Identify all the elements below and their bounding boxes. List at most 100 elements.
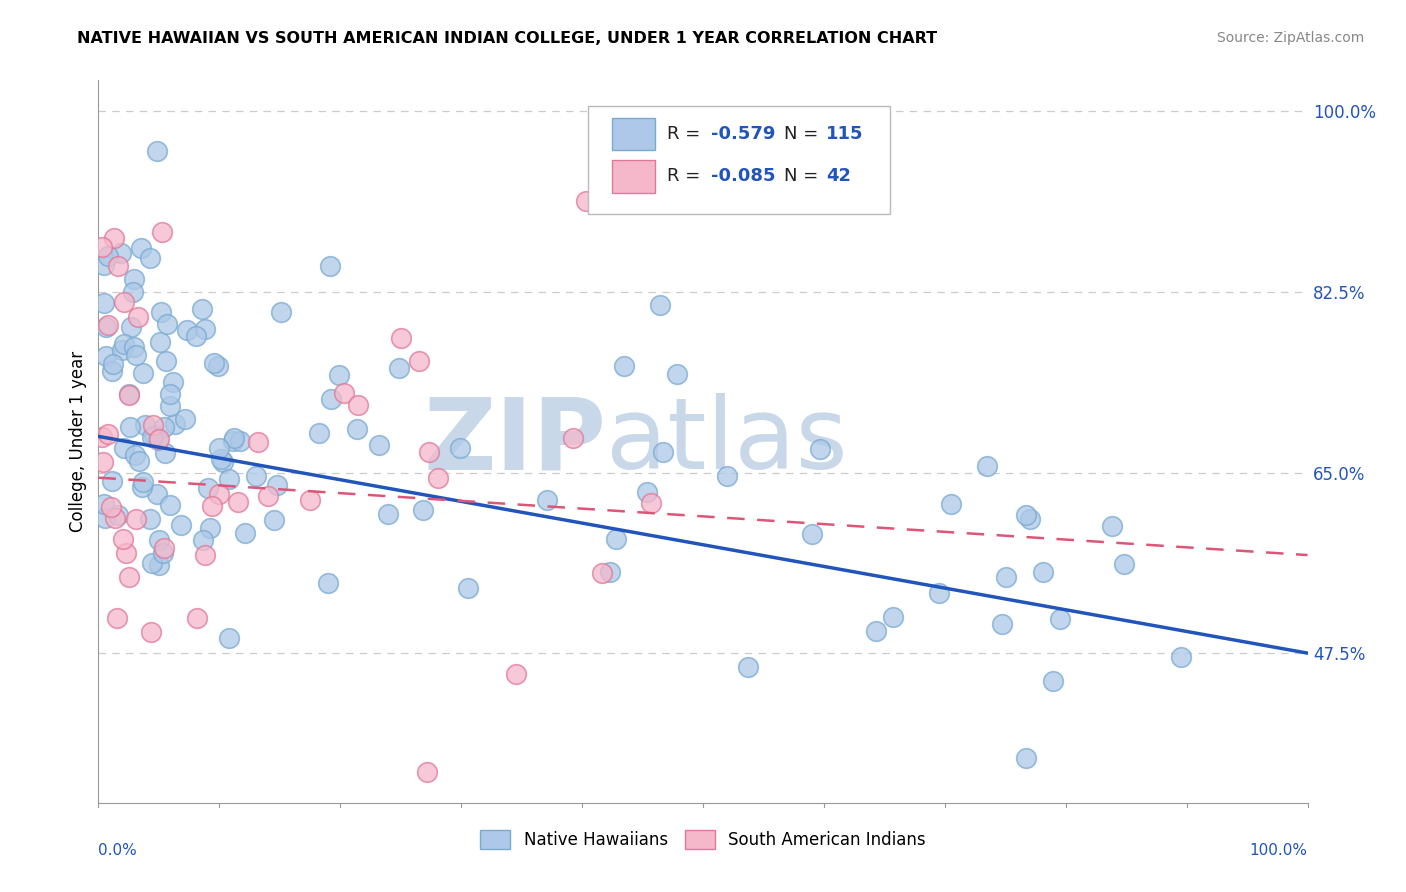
Point [97, 248, 120, 262]
Point [146, 434, 169, 448]
Point [562, 431, 585, 445]
Point [103, 231, 125, 245]
Point [143, 428, 166, 442]
Point [449, 441, 471, 455]
Text: -0.579: -0.579 [711, 125, 776, 143]
Point [1042, 674, 1064, 689]
Point [389, 331, 412, 345]
Point [165, 417, 187, 432]
Point [97, 318, 120, 332]
Point [346, 397, 368, 411]
Point [994, 570, 1017, 584]
Point [148, 432, 170, 446]
Point [388, 361, 411, 376]
Point [129, 241, 152, 255]
Point [209, 451, 232, 466]
Point [319, 392, 342, 406]
Point [377, 507, 399, 521]
Point [110, 245, 132, 260]
Point [211, 455, 233, 469]
Point [152, 419, 174, 434]
Text: R =: R = [666, 125, 706, 143]
Point [408, 353, 430, 368]
Point [536, 492, 558, 507]
Point [605, 533, 627, 547]
Text: 115: 115 [827, 125, 863, 143]
Point [941, 497, 963, 511]
Y-axis label: College, Under 1 year: College, Under 1 year [69, 351, 87, 533]
Point [737, 660, 759, 674]
Point [148, 558, 170, 572]
Point [134, 418, 156, 433]
Point [118, 569, 141, 583]
Point [882, 609, 904, 624]
Point [245, 468, 267, 483]
Point [145, 487, 167, 501]
Point [418, 444, 440, 458]
Point [716, 468, 738, 483]
Point [93, 296, 115, 310]
Point [229, 434, 252, 448]
Point [122, 340, 145, 354]
Point [128, 454, 150, 468]
Text: 100.0%: 100.0% [1250, 843, 1308, 857]
Point [591, 566, 613, 581]
Point [114, 546, 136, 560]
Point [101, 364, 124, 378]
Point [1015, 508, 1038, 523]
Point [125, 348, 148, 362]
Text: ZIP: ZIP [423, 393, 606, 490]
Point [125, 512, 148, 526]
Point [270, 305, 292, 319]
Point [107, 260, 129, 274]
Point [139, 251, 162, 265]
Point [457, 581, 479, 595]
Point [233, 526, 256, 541]
Point [416, 764, 439, 779]
Point [159, 387, 181, 401]
Point [368, 438, 391, 452]
Point [91, 430, 114, 444]
Point [191, 301, 214, 316]
Point [575, 194, 598, 209]
Text: atlas: atlas [606, 393, 848, 490]
Point [120, 320, 142, 334]
Point [152, 546, 174, 560]
Point [333, 386, 356, 401]
Point [186, 610, 208, 624]
Point [112, 337, 135, 351]
Point [298, 493, 321, 508]
Point [111, 532, 134, 546]
Point [100, 500, 122, 514]
Point [105, 611, 128, 625]
Point [319, 259, 342, 273]
Point [155, 446, 177, 460]
Point [198, 520, 221, 534]
Point [218, 472, 240, 486]
Point [150, 225, 173, 239]
Legend: Native Hawaiians, South American Indians: Native Hawaiians, South American Indians [474, 823, 932, 856]
Point [221, 434, 243, 448]
Point [308, 425, 330, 440]
Text: R =: R = [666, 168, 706, 186]
Point [132, 475, 155, 489]
Point [150, 305, 173, 319]
Point [159, 498, 181, 512]
Point [118, 388, 141, 402]
FancyBboxPatch shape [613, 118, 655, 151]
Point [93, 258, 115, 272]
Point [153, 541, 176, 555]
Point [613, 359, 636, 373]
Point [94, 320, 117, 334]
Point [139, 512, 162, 526]
Point [991, 617, 1014, 632]
Point [266, 478, 288, 492]
Point [93, 497, 115, 511]
Point [1019, 511, 1042, 525]
Text: N =: N = [785, 125, 824, 143]
Point [505, 666, 527, 681]
Point [156, 317, 179, 331]
Point [118, 420, 141, 434]
Point [1101, 519, 1123, 533]
Point [928, 586, 950, 600]
